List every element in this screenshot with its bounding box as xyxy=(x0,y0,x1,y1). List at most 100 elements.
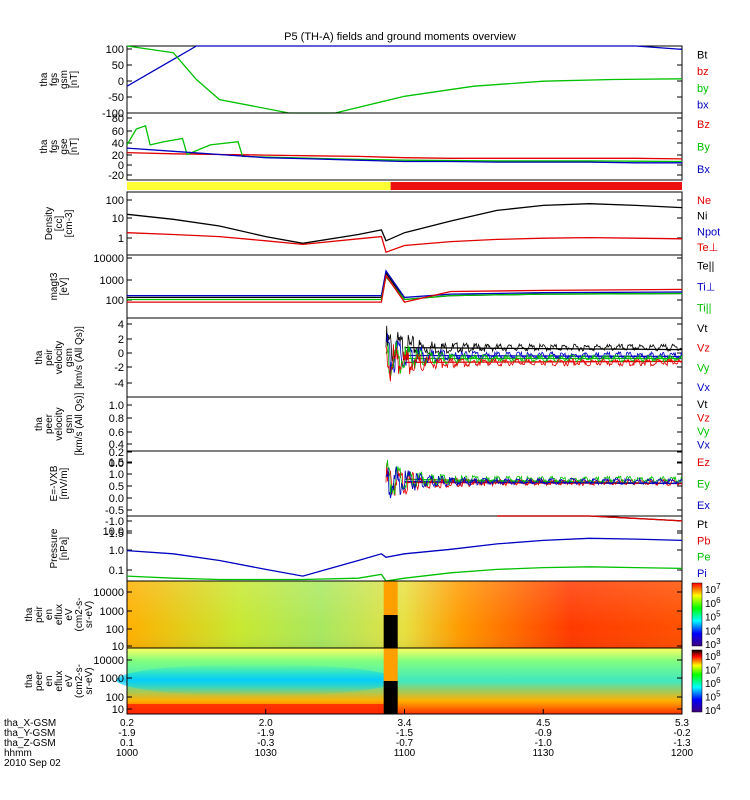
x-tick-label: 0.1 xyxy=(120,738,134,749)
x-row-label: tha_Y-GSM xyxy=(4,728,55,739)
y-axis-label: tha xyxy=(39,72,50,86)
y-tick-label: 0.2 xyxy=(109,447,124,459)
y-axis-label: eflux xyxy=(54,604,65,625)
noise-trace-Ex xyxy=(385,466,682,499)
x-tick-label: 1000 xyxy=(116,748,139,759)
noise-trace-Vt xyxy=(385,325,682,363)
y-tick-label: 1.0 xyxy=(109,469,124,481)
y-tick-label: 100 xyxy=(106,624,124,636)
y-tick-label: 10000 xyxy=(93,253,124,265)
y-axis-label: peer xyxy=(44,413,55,434)
colorbar xyxy=(691,649,703,713)
y-tick-label: 1000 xyxy=(100,673,124,685)
series-line-Te⊥ xyxy=(127,273,682,303)
date-label: 2010 Sep 02 xyxy=(4,758,61,769)
panel-density: 100 10 1 Density [cc] [cm-3] Ne Ni Npot Te⊥ xyxy=(44,191,720,256)
y-tick-label: 4 xyxy=(118,319,124,331)
y-axis-label: magt3 xyxy=(49,272,60,300)
legend-entry: Vt xyxy=(697,399,707,411)
series-line-Bx xyxy=(127,147,682,164)
y-tick-label: 1000 xyxy=(100,606,124,618)
y-tick-label: 1.5 xyxy=(109,457,124,469)
y-axis-label: fgs xyxy=(49,73,60,86)
x-tick-label: -0.9 xyxy=(535,728,553,739)
legend-entry: Pb xyxy=(697,535,710,547)
y-axis-label: en xyxy=(44,675,55,686)
series-line-bx xyxy=(127,45,682,87)
y-tick-label: 10 xyxy=(112,641,124,653)
x-row-label: tha_Z-GSM xyxy=(4,738,56,749)
y-tick-label: 10.0 xyxy=(103,526,124,538)
y-axis-label: Pressure xyxy=(49,528,60,568)
y-tick-label: 1.0 xyxy=(109,545,124,557)
y-tick-label: 0.1 xyxy=(109,565,124,577)
y-tick-label: 1.0 xyxy=(109,400,124,412)
legend-entry: Bz xyxy=(697,119,710,131)
x-tick-label: 2.0 xyxy=(259,718,273,729)
colorbar-tick-label: 104 xyxy=(705,623,721,637)
y-tick-label: 1000 xyxy=(100,275,124,287)
series-line-Pi xyxy=(127,537,682,577)
y-axis-label: tha xyxy=(39,139,50,153)
x-tick-label: -1.5 xyxy=(396,728,414,739)
panel-pressure: 10.0 1.0 0.1 Pressure [nPa] Pt Pb Pe Pi xyxy=(49,515,710,582)
x-tick-label: -1.9 xyxy=(118,728,136,739)
y-tick-label: 80 xyxy=(112,113,124,125)
legend-entry: Bt xyxy=(697,49,707,61)
panel-frame xyxy=(126,396,683,452)
x-row-label: hhmm xyxy=(4,748,32,759)
x-tick-label: -1.9 xyxy=(257,728,275,739)
colorbar-tick-label: 108 xyxy=(705,649,721,663)
panel-efield: 1.51.00.50.0-0.5-1.0-1.5E=-VXB [mV/m]EzEy… xyxy=(49,450,710,540)
x-tick-label: -0.7 xyxy=(396,738,414,749)
legend-entry: Ex xyxy=(697,500,710,512)
x-tick-label: 1130 xyxy=(532,748,554,759)
colorbar-tick-label: 107 xyxy=(705,663,721,677)
y-tick-label: 1 xyxy=(118,233,124,245)
y-tick-label: 100 xyxy=(106,195,124,207)
spectrogram-shading xyxy=(127,581,682,648)
legend-entry: bz xyxy=(697,66,709,78)
y-axis-label: [cc] xyxy=(54,216,65,232)
legend-entry: Vx xyxy=(697,439,710,451)
x-row-label: tha_X-GSM xyxy=(4,718,56,729)
y-tick-label: 0.4 xyxy=(109,439,124,451)
y-axis-label: eV xyxy=(64,608,75,621)
mode-bar-segment xyxy=(127,182,391,190)
y-tick-label: 10000 xyxy=(93,587,124,599)
y-tick-label: 10 xyxy=(112,704,124,716)
y-axis-label: peer xyxy=(34,670,45,691)
y-tick-label: 100 xyxy=(106,44,124,56)
legend-entry: Vy xyxy=(697,426,710,438)
spectrogram-core xyxy=(116,664,397,696)
y-axis-label: (cm2-s- xyxy=(74,598,85,632)
gap-block xyxy=(383,615,398,648)
legend-entry: Pt xyxy=(697,519,707,531)
legend-entry: by xyxy=(697,83,709,95)
chart-title: P5 (TH-A) fields and ground moments over… xyxy=(284,31,516,43)
legend-entry: Npot xyxy=(697,226,720,238)
series-line-by xyxy=(127,45,682,114)
y-axis-label: velocity xyxy=(54,341,65,374)
y-axis-label: Density xyxy=(44,207,55,240)
series-line-Ne xyxy=(127,232,682,254)
y-axis-label: tha xyxy=(24,607,35,621)
x-tick-label: 0.2 xyxy=(120,718,134,729)
legend-entry: Vy xyxy=(697,362,710,374)
y-axis-label: velocity xyxy=(54,407,65,440)
y-axis-label: eV xyxy=(64,675,75,688)
legend-entry: Ti⊥ xyxy=(697,282,715,294)
colorbar-tick-label: 105 xyxy=(705,690,721,704)
y-axis-label: [cm-3] xyxy=(64,209,75,237)
y-tick-label: -0.5 xyxy=(105,505,124,517)
x-tick-label: 4.5 xyxy=(536,718,550,729)
y-tick-label: 100 xyxy=(106,692,124,704)
legend-entry: Ez xyxy=(697,457,710,469)
panel-frame xyxy=(126,112,683,181)
colorbar xyxy=(691,582,703,647)
y-tick-label: 40 xyxy=(112,138,124,150)
y-tick-label: -2 xyxy=(114,362,124,374)
